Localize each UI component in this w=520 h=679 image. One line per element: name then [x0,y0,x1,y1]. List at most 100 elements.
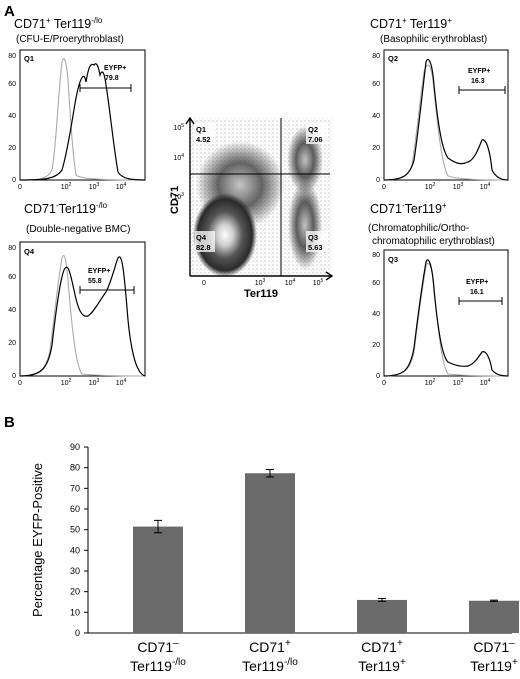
dotplot-ytick: 103 [173,192,184,201]
histogram-q3: CD71-Ter119+ (Chromatophilic/Ortho- chro… [368,201,509,387]
histogram-q4-subtitle: (Double-negative BMC) [26,224,131,235]
histogram-q2-xtick: 0 [382,184,386,191]
histogram-q2-subtitle: (Basophilic erythroblast) [380,34,487,45]
dotplot-q2-value: 7.06 [308,135,323,144]
dotplot-ytick: 104 [173,153,184,162]
bar-chart-ytick-label: 0 [75,628,80,638]
bar-chart-ytick-label: 80 [70,463,80,473]
histogram-q1-frame [19,49,146,181]
bar-3-category-line2: Ter119+ [358,657,406,674]
bar-chart-bars [133,469,519,633]
histogram-q4-ytick: 20 [8,340,16,347]
bar-2 [245,473,295,633]
panel-b-letter: B [4,414,15,431]
histogram-q3-gate-label: EYFP+ [466,279,488,286]
histogram-q4-ytick: 60 [8,274,16,281]
dotplot-label-backdrop [306,123,328,144]
dotplot-x-label: Ter119 [244,288,278,300]
histogram-q4-gate-label: EYFP+ [88,268,110,275]
histogram-q2-xtick: 102 [425,182,436,191]
histogram-q4: CD71-Ter119-/lo (Double-negative BMC) Q4… [8,201,146,387]
histogram-q2-eyfp-curve [383,58,509,181]
histogram-q2-xtick: 103 [453,182,464,191]
histogram-q4-control-curve [19,254,146,377]
histogram-q3-frame [383,249,509,377]
dotplot-q2-label: Q2 [308,125,318,134]
dotplot-label-backdrop [195,231,215,252]
bar-chart-ytick-label: 30 [70,566,80,576]
bar-1-category-line2: Ter119-/lo [130,657,186,674]
histogram-q3-title: CD71-Ter119+ [370,201,447,216]
histogram-q3-ytick: 60 [372,280,380,287]
histogram-q4-title: CD71-Ter119-/lo [24,201,108,216]
bar-3 [357,599,407,633]
bar-1-category-line1: CD71– [137,638,179,655]
density-dotplot: Q1 4.52 Q2 7.06 Q4 82.8 Q3 5.63 105 104 … [169,116,334,300]
bar-1 [133,526,183,633]
histogram-q4-ytick: 40 [8,307,16,314]
histogram-q3-ytick: 0 [376,373,380,380]
histogram-q2-ytick: 20 [372,145,380,152]
dotplot-xtick: 0 [202,280,206,287]
histogram-q1-ytick: 60 [8,81,16,88]
histogram-q1-control-curve [19,58,146,181]
histogram-q2-ytick: 40 [372,113,380,120]
histogram-q1-eyfp-curve [19,63,146,181]
histogram-q3-quadrant: Q3 [388,255,398,264]
dotplot-xtick: 103 [255,278,266,287]
histogram-q1-xtick: 102 [61,182,72,191]
histogram-q3-subtitle: (Chromatophilic/Ortho- [368,223,469,234]
dotplot-y-arrow [185,116,195,125]
bar-4 [469,600,519,633]
histogram-q1-subtitle: (CFU-E/Proerythroblast) [16,34,124,45]
dotplot-q3-label: Q3 [308,233,318,242]
bar-chart-ytick-label: 20 [70,587,80,597]
bar-chart-y-ticks: 0 10 20 30 40 50 60 70 80 90 [70,442,88,638]
histogram-q2-ytick: 60 [372,81,380,88]
dotplot-xtick: 105 [313,278,324,287]
bar-chart-y-label: Percentage EYFP-Positive [30,463,45,617]
histogram-q1-ytick: 20 [8,145,16,152]
histogram-q2-ytick: 80 [372,53,380,60]
bar-chart-ytick-label: 90 [70,442,80,452]
histogram-q2-gate-label: EYFP+ [468,68,490,75]
histogram-q1-quadrant: Q1 [24,54,34,63]
histogram-q1: CD71+ Ter119-/lo (CFU-E/Proerythroblast)… [8,16,146,191]
histogram-q4-quadrant: Q4 [24,247,35,256]
histogram-q3-xtick: 0 [382,380,386,387]
histogram-q3-control-curve [383,262,509,377]
dotplot-q1-label: Q1 [196,125,206,134]
histogram-q4-xtick: 102 [61,378,72,387]
dotplot-q4-label: Q4 [196,233,207,242]
histogram-q3-xtick: 104 [480,378,491,387]
histogram-q4-frame [19,241,146,377]
histogram-q4-eyfp-curve [19,256,146,377]
histogram-q1-ytick: 80 [8,53,16,60]
bar-chart-ytick-label: 40 [70,545,80,555]
dotplot-q3-value: 5.63 [308,243,323,252]
histogram-q3-ytick: 20 [372,342,380,349]
histogram-q2-xtick: 104 [480,182,491,191]
histogram-q4-xtick: 103 [89,378,100,387]
bar-2-category-line2: Ter119-/lo [242,657,298,674]
bar-4-category-line2: Ter119+ [470,657,518,674]
histogram-q3-xtick: 103 [453,378,464,387]
histogram-q4-ytick: 80 [8,245,16,252]
dotplot-ytick: 105 [173,123,184,132]
histogram-q2-title: CD71+ Ter119+ [370,16,452,31]
histogram-q3-eyfp-curve [383,259,509,377]
dotplot-label-backdrop [195,123,215,144]
histogram-q2-control-curve [383,64,509,181]
bar-chart-ytick-label: 50 [70,525,80,535]
histogram-q4-gate-value: 55.8 [88,278,102,285]
dotplot-q4-value: 82.8 [196,243,211,252]
histogram-q1-xtick: 0 [18,184,22,191]
histogram-q4-xtick: 0 [18,380,22,387]
dotplot-q4-population [193,193,257,277]
histogram-q3-gate-value: 16.1 [470,289,484,296]
histogram-q1-gate-label: EYFP+ [104,65,126,72]
histogram-q2-ytick: 0 [376,177,380,184]
bar-3-category-line1: CD71+ [361,638,403,655]
histogram-q3-xtick: 102 [425,378,436,387]
